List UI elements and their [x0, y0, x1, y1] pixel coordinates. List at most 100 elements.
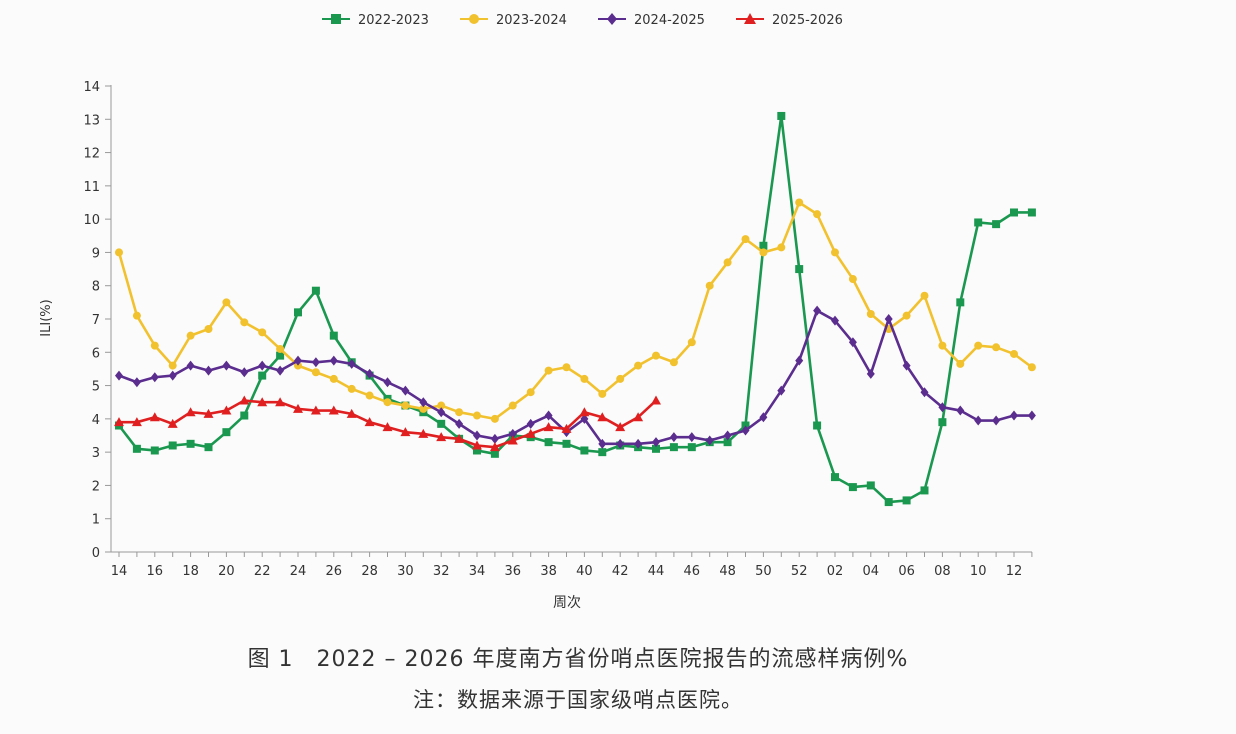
data-point: [687, 443, 696, 452]
y-tick-label: 13: [83, 113, 100, 128]
data-point: [383, 398, 392, 407]
data-point: [669, 358, 678, 367]
data-point: [150, 372, 159, 383]
data-point: [848, 337, 857, 348]
data-point: [490, 414, 499, 423]
data-point: [1027, 410, 1036, 421]
data-point: [115, 248, 123, 257]
x-axis-label: 周次: [553, 595, 581, 611]
data-point: [795, 265, 804, 274]
data-point: [974, 341, 983, 350]
data-point: [150, 446, 159, 455]
data-point: [687, 432, 696, 443]
data-point: [275, 397, 286, 407]
data-point: [616, 374, 625, 383]
data-point: [221, 405, 232, 415]
data-point: [419, 397, 428, 408]
data-point: [490, 449, 499, 458]
y-tick-label: 9: [92, 246, 100, 261]
x-tick-label: 36: [505, 564, 522, 579]
y-tick-label: 0: [92, 546, 100, 561]
data-point: [203, 408, 214, 418]
data-point: [454, 433, 465, 443]
x-tick-label: 12: [1006, 564, 1023, 579]
data-point: [258, 328, 267, 337]
data-point: [364, 417, 375, 427]
data-point: [920, 486, 929, 495]
y-tick-label: 5: [92, 380, 100, 395]
data-point: [777, 385, 786, 396]
data-point: [866, 481, 875, 490]
data-point: [436, 432, 447, 442]
data-point: [956, 405, 965, 416]
data-point: [544, 366, 553, 375]
data-point: [795, 198, 804, 207]
data-point: [652, 351, 660, 360]
legend-label: 2024-2025: [634, 13, 705, 28]
y-tick-label: 14: [83, 80, 100, 95]
x-tick-label: 46: [684, 564, 701, 579]
data-point: [598, 438, 607, 449]
data-point: [543, 422, 554, 432]
legend-item: 2024-2025: [598, 13, 705, 28]
data-point: [150, 341, 159, 350]
y-tick-label: 6: [92, 346, 100, 361]
data-point: [293, 403, 303, 413]
x-tick-label: 32: [433, 564, 450, 579]
data-point: [795, 355, 804, 366]
data-point: [383, 377, 392, 388]
data-point: [276, 365, 285, 376]
series-2023-2024: [115, 198, 1036, 423]
data-point: [508, 428, 517, 439]
x-tick-label: 26: [326, 564, 343, 579]
data-point: [759, 248, 768, 257]
data-point: [652, 444, 660, 453]
x-tick-label: 10: [970, 564, 987, 579]
data-point: [561, 423, 572, 433]
data-point: [777, 243, 786, 252]
data-point: [329, 331, 338, 340]
data-point: [831, 315, 839, 326]
data-point: [222, 298, 231, 307]
data-point: [597, 412, 608, 422]
data-point: [185, 407, 196, 417]
data-point: [526, 388, 535, 397]
y-tick-label: 12: [83, 147, 100, 162]
data-point: [473, 446, 481, 455]
legend: 2022-2023 2023-2024 2024-2025 2025-2026: [322, 13, 843, 28]
data-point: [240, 318, 249, 327]
x-tick-label: 40: [576, 564, 593, 579]
data-point: [347, 358, 356, 369]
data-point: [489, 442, 500, 452]
data-point: [401, 385, 410, 396]
data-point: [723, 438, 732, 447]
data-point: [607, 13, 617, 25]
data-point: [239, 395, 250, 405]
data-point: [149, 412, 160, 422]
data-point: [346, 408, 357, 418]
data-point: [1010, 208, 1018, 217]
x-tick-label: 14: [111, 564, 128, 579]
data-point: [186, 360, 195, 371]
x-tick-label: 02: [827, 564, 844, 579]
data-point: [633, 412, 644, 422]
data-point: [526, 418, 535, 429]
data-point: [473, 411, 481, 420]
data-point: [759, 241, 768, 250]
data-point: [204, 365, 213, 376]
data-point: [956, 359, 965, 368]
data-point: [741, 235, 750, 244]
data-point: [204, 443, 213, 452]
data-point: [276, 351, 285, 360]
data-point: [848, 275, 857, 284]
data-point: [472, 440, 482, 450]
axes: ILI(%) 周次: [39, 85, 1032, 611]
data-point: [131, 417, 142, 427]
data-point: [866, 310, 875, 319]
data-point: [669, 443, 678, 452]
data-point: [723, 430, 732, 441]
x-tick-label: 16: [147, 564, 164, 579]
data-point: [920, 291, 929, 300]
